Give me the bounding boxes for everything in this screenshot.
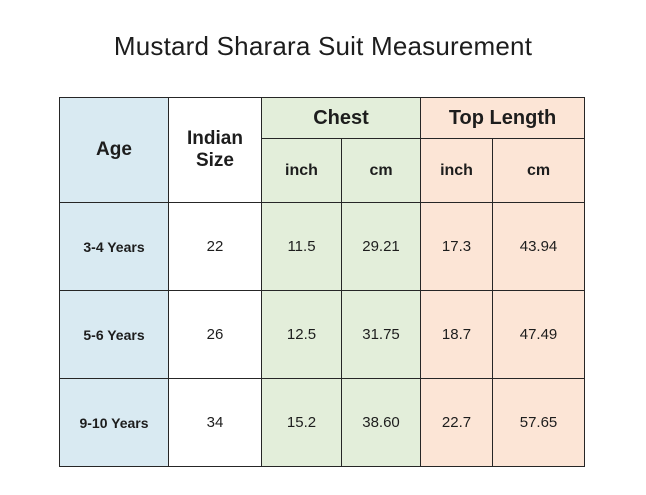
header-units-row: inch cm inch cm [60,138,586,203]
cell-chest-inch: 11.5 [261,202,342,291]
cell-top-length-inch: 17.3 [420,202,494,291]
cell-chest-inch: 12.5 [261,290,342,379]
col-header-chest-inch: inch [261,138,342,203]
cell-chest-inch: 15.2 [261,378,342,467]
col-header-top-length: Top Length [420,97,586,139]
col-header-age: Age [59,97,169,203]
cell-top-length-inch: 18.7 [420,290,494,379]
table-row: 9-10 Years 34 15.2 38.60 22.7 57.65 [59,378,586,467]
cell-top-length-cm: 43.94 [492,202,586,291]
col-header-chest: Chest [260,97,422,139]
col-header-top-length-inch: inch [420,138,494,203]
cell-chest-cm: 29.21 [340,202,422,291]
table-row: 3-4 Years 22 11.5 29.21 17.3 43.94 [59,202,586,291]
cell-top-length-inch: 22.7 [420,378,494,467]
cell-top-length-cm: 57.65 [492,378,586,467]
col-header-chest-cm: cm [340,138,422,203]
page-title: Mustard Sharara Suit Measurement [113,31,533,61]
cell-indian-size: 34 [168,378,262,467]
header-band-row: Age Indian Size Chest Top Length [59,97,586,203]
col-header-top-length-cm: cm [492,138,586,203]
table-row: 5-6 Years 26 12.5 31.75 18.7 47.49 [59,290,586,379]
cell-indian-size: 26 [168,290,262,379]
cell-indian-size: 22 [168,202,262,291]
cell-top-length-cm: 47.49 [492,290,586,379]
cell-age: 5-6 Years [59,290,169,379]
cell-age: 3-4 Years [59,202,169,291]
cell-chest-cm: 31.75 [340,290,422,379]
measurement-table: Age Indian Size Chest Top Length inch cm… [59,97,586,467]
cell-age: 9-10 Years [59,378,169,467]
cell-chest-cm: 38.60 [340,378,422,467]
col-header-indian-size: Indian Size [168,97,262,203]
